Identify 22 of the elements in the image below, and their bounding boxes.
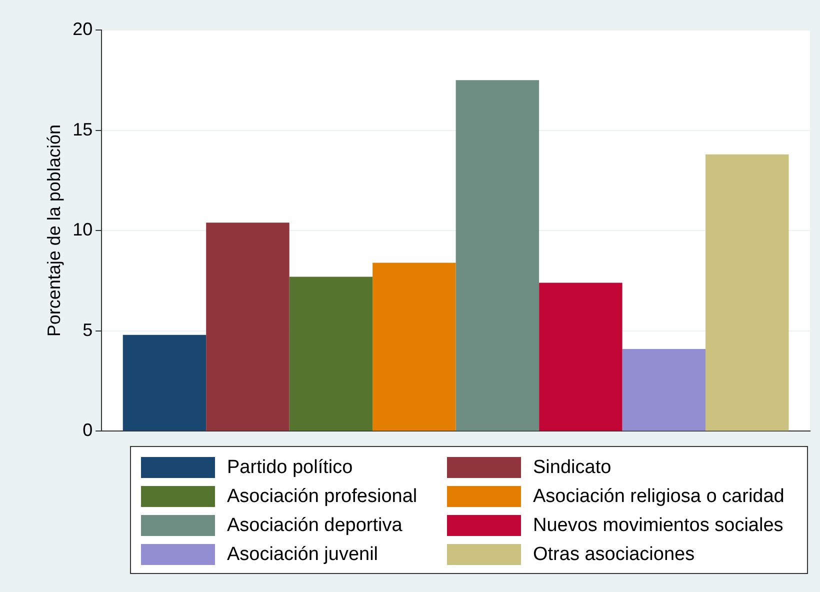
y-tick-label: 20 (72, 18, 93, 39)
bar (372, 262, 456, 431)
legend-label: Asociación juvenil (227, 544, 378, 566)
bar (206, 222, 290, 431)
legend-label: Asociación profesional (227, 486, 418, 508)
legend-label: Asociación deportiva (227, 514, 402, 536)
legend-label: Asociación religiosa o caridad (533, 486, 784, 508)
legend-label: Otras asociaciones (533, 544, 695, 566)
bar (122, 334, 206, 431)
y-tick-label: 5 (82, 320, 93, 340)
bar (622, 348, 706, 431)
y-axis-title: Porcentaje de la población (44, 124, 64, 337)
legend-label: Nuevos movimientos sociales (533, 514, 784, 536)
y-tick-label: 0 (82, 420, 93, 440)
y-tick-label: 15 (72, 119, 93, 140)
bar (539, 282, 622, 431)
y-tick-label: 10 (72, 220, 93, 240)
bar (706, 154, 789, 431)
bar (456, 80, 540, 431)
legend-label: Sindicato (533, 456, 612, 478)
legend-label: Partido político (227, 456, 353, 478)
bar (289, 276, 373, 431)
